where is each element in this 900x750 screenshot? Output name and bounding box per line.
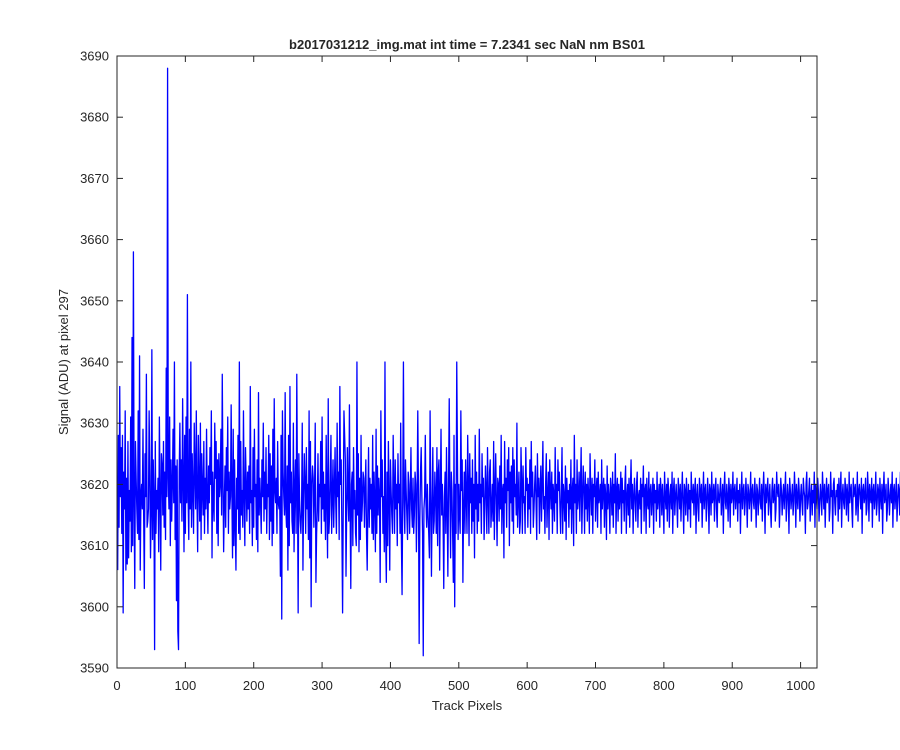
- axes-box: [116, 55, 818, 669]
- y-tick-label: 3670: [80, 171, 109, 186]
- chart-title: b2017031212_img.mat int time = 7.2341 se…: [289, 37, 645, 52]
- x-tick-label: 600: [516, 678, 538, 693]
- plot-area: [117, 56, 817, 668]
- x-tick-label: 100: [175, 678, 197, 693]
- x-tick-label: 300: [311, 678, 333, 693]
- y-tick-label: 3630: [80, 416, 109, 431]
- series-line-0: [117, 67, 900, 657]
- series-layer: [117, 67, 900, 657]
- x-tick-label: 0: [113, 678, 120, 693]
- x-tick-label: 800: [653, 678, 675, 693]
- y-tick-label: 3690: [80, 49, 109, 64]
- y-tick-label: 3650: [80, 293, 109, 308]
- y-tick-label: 3610: [80, 538, 109, 553]
- x-tick-label: 900: [721, 678, 743, 693]
- x-tick-label: 500: [448, 678, 470, 693]
- y-tick-label: 3620: [80, 477, 109, 492]
- y-tick-label: 3590: [80, 661, 109, 676]
- x-tick-label: 200: [243, 678, 265, 693]
- ticks-layer: 0 100 200 300 400 500 600 700 800 900 1000 3590 3600…: [80, 49, 817, 693]
- y-tick-label: 3640: [80, 355, 109, 370]
- y-tick-label: 3600: [80, 599, 109, 614]
- y-tick-label: 3660: [80, 232, 109, 247]
- y-axis-label: Signal (ADU) at pixel 297: [56, 289, 71, 435]
- x-tick-label: 400: [380, 678, 402, 693]
- x-axis-label: Track Pixels: [432, 698, 503, 713]
- y-tick-label: 3680: [80, 110, 109, 125]
- x-tick-label: 1000: [786, 678, 815, 693]
- x-tick-label: 700: [585, 678, 607, 693]
